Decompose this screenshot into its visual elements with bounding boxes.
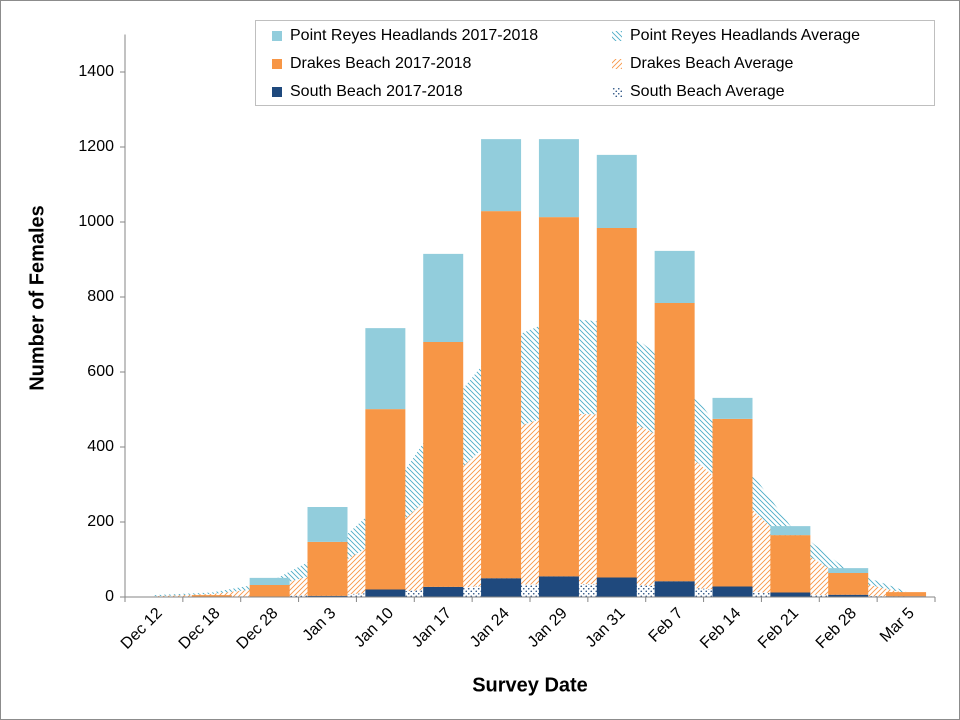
y-tick-label: 1400 <box>78 63 114 80</box>
bar <box>307 507 348 542</box>
bar <box>423 586 464 597</box>
bar <box>423 253 464 342</box>
legend-swatch <box>612 31 622 41</box>
bar <box>423 342 464 587</box>
bar <box>191 595 232 597</box>
bar <box>828 568 869 573</box>
legend-swatch <box>272 59 282 69</box>
bar <box>365 589 406 597</box>
legend-swatch <box>612 59 622 69</box>
legend-label: Point Reyes Headlands 2017-2018 <box>290 27 538 44</box>
y-tick-label: 0 <box>105 588 114 605</box>
bar <box>712 586 753 597</box>
bar <box>828 573 869 595</box>
legend-label: Drakes Beach 2017-2018 <box>290 55 472 72</box>
bar <box>712 418 753 587</box>
bar <box>828 594 869 597</box>
bar <box>596 577 637 597</box>
bar <box>481 211 522 579</box>
y-tick-label: 1200 <box>78 138 114 155</box>
bar <box>596 154 637 228</box>
bar <box>538 576 579 597</box>
bar <box>249 577 290 585</box>
legend-swatch <box>272 31 282 41</box>
bar <box>654 303 695 582</box>
bar <box>538 139 579 218</box>
y-tick-label: 400 <box>87 438 114 455</box>
legend-label: Point Reyes Headlands Average <box>630 27 860 44</box>
bar <box>481 578 522 597</box>
legend-box <box>255 20 935 106</box>
bar <box>712 397 753 419</box>
bar <box>307 541 348 596</box>
legend-swatch <box>612 87 622 97</box>
bar <box>770 535 811 593</box>
y-tick-label: 600 <box>87 363 114 380</box>
bar <box>596 228 637 578</box>
legend-label: Drakes Beach Average <box>630 55 793 72</box>
legend-label: South Beach Average <box>630 83 785 100</box>
y-tick-label: 800 <box>87 288 114 305</box>
bar <box>307 595 348 597</box>
bar <box>654 581 695 597</box>
bar <box>249 585 290 597</box>
x-axis-title: Survey Date <box>472 674 588 696</box>
y-tick-label: 200 <box>87 513 114 530</box>
bar <box>365 409 406 590</box>
bar <box>481 139 522 212</box>
bar <box>538 217 579 577</box>
bar <box>654 250 695 303</box>
y-tick-label: 1000 <box>78 213 114 230</box>
bar <box>770 592 811 597</box>
y-axis-title: Number of Females <box>26 205 48 391</box>
bar <box>886 592 927 597</box>
bar <box>770 526 811 536</box>
legend-label: South Beach 2017-2018 <box>290 83 463 100</box>
bar <box>365 328 406 410</box>
legend-swatch <box>272 87 282 97</box>
